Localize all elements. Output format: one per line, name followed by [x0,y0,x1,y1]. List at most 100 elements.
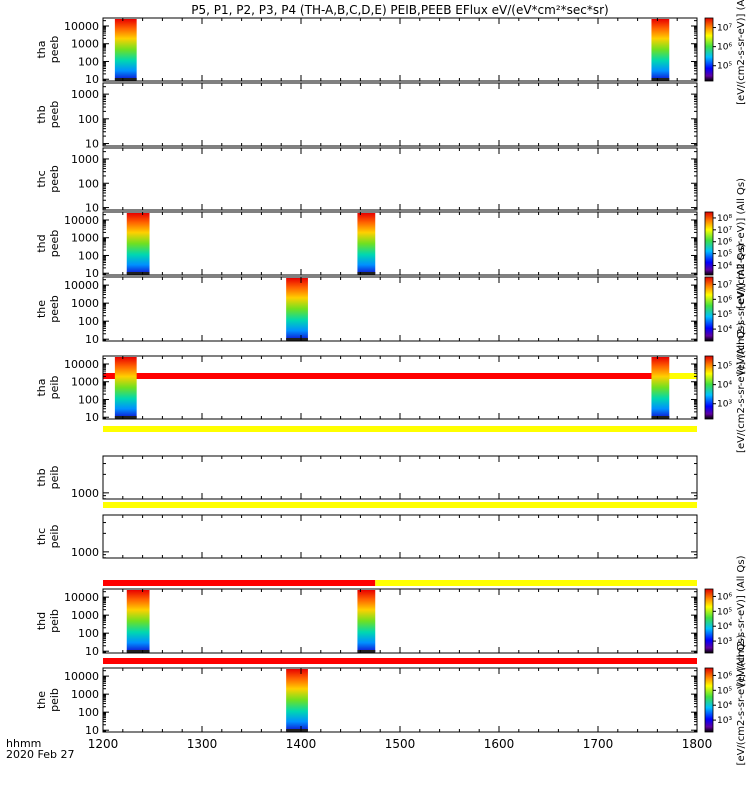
y-axis-label-instrument: peib [48,688,61,712]
spectrogram-block [357,213,376,274]
y-tick-label: 100 [78,706,99,719]
y-tick-label: 1000 [71,232,99,245]
panel-thc-peib: 1000 thc peib [35,514,698,559]
y-axis-label-probe: thc [35,170,48,187]
x-tick-label: 1800 [682,737,713,751]
panel-frame [102,82,698,147]
colorbar-tick-label: 10⁴ [717,325,732,335]
spectrogram-block [114,357,137,418]
y-axis-label-instrument: peib [48,376,61,400]
spectrogram-block [357,590,376,652]
chart-title: P5, P1, P2, P3, P4 (TH-A,B,C,D,E) PEIB,P… [191,3,608,17]
y-tick-label: 10000 [64,358,99,371]
y-axis-label-instrument: peeb [48,295,61,323]
y-tick-label: 10 [85,645,99,658]
colorbar [704,588,714,654]
colorbar-tick-label: 10⁶ [717,295,732,305]
panel-frame [102,211,698,276]
y-tick-label: 1000 [71,297,99,310]
colorbar-label: [eV/(cm2-s-sr-eV)] (All Qs) [736,243,747,374]
colorbar-tick-label: 10⁶ [717,592,732,602]
spectrogram-floor [114,416,137,419]
colorbar-tick-label: 10⁵ [717,686,732,696]
colorbar-label: [eV/(cm2-s-sr-eV)] (All Qs) [736,322,747,453]
spectrogram-block [286,278,308,340]
y-tick-label: 100 [78,315,99,328]
panel-frame [102,667,698,733]
colorbar-tick-label: 10⁵ [717,250,732,260]
y-tick-label: 10000 [64,279,99,292]
x-axis-label-hhmm: hhmm [6,737,41,750]
spectrogram-floor [357,650,376,653]
y-tick-label: 10000 [64,214,99,227]
panel-thd-peib: 10 100 1000 10000 thd peib 10³ 10⁴ 10⁵ 10⁶ [eV/(cm… [35,555,747,686]
y-axis-label-probe: tha [35,378,48,396]
status-bar-segment [103,580,376,586]
colorbar-label: [eV/(cm2-s-sr-eV)] (All Qs) [736,555,747,686]
spectrogram-block [114,19,137,80]
y-axis-label-probe: thc [35,528,48,545]
panel-the-peib: 10 100 1000 10000 the peib 10³ 10⁴ 10⁵ 10⁶ [eV/(cm… [35,634,747,765]
spectrogram-floor [114,78,137,81]
spectrogram-floor [651,416,670,419]
x-axis: 1200 1300 1400 1500 1600 1700 1800 [88,737,713,751]
colorbar-tick-label: 10⁵ [717,62,732,72]
colorbar-tick-label: 10⁶ [717,238,732,248]
x-axis-label-date: 2020 Feb 27 [6,748,74,761]
y-tick-label: 1000 [71,487,99,500]
y-tick-label: 1000 [71,609,99,622]
colorbar-tick-label: 10⁵ [717,362,732,372]
colorbar-tick-label: 10⁵ [717,607,732,617]
panel-frame [102,17,698,82]
panel-thb-peib: 1000 thb peib [35,455,698,500]
colorbar-tick-label: 10⁷ [717,226,732,236]
panel-tha-peib: 10 100 1000 10000 tha peib 10³ 10⁴ 10⁵ [eV/(cm2-s… [35,322,747,453]
colorbar-tick-label: 10⁷ [717,24,732,34]
y-tick-label: 100 [78,177,99,190]
y-axis-label-probe: thd [35,234,48,252]
y-tick-label: 10000 [64,20,99,33]
colorbar-tick-label: 10⁶ [717,671,732,681]
x-tick-label: 1500 [385,737,416,751]
y-tick-label: 1000 [71,88,99,101]
spectrogram-block [651,357,670,418]
y-axis-label-probe: thd [35,612,48,630]
y-tick-label: 10000 [64,670,99,683]
colorbar-tick-label: 10⁸ [717,214,732,224]
colorbar-tick-label: 10³ [717,637,732,647]
y-axis-label-instrument: peeb [48,101,61,129]
colorbar [704,276,714,342]
spectrogram-block [126,213,150,274]
y-tick-label: 10 [85,411,99,424]
panels-group: 10 100 1000 10000 tha peeb 10⁵ 10⁶ 10⁷ [eV/(cm2-s… [35,0,747,765]
colorbar [704,17,714,82]
y-axis-label-instrument: peeb [48,230,61,258]
status-bar-segment [103,658,697,664]
colorbar-tick-label: 10⁶ [717,43,732,53]
colorbar-tick-label: 10⁴ [717,701,732,711]
y-axis-label-instrument: peeb [48,36,61,64]
y-axis-label-probe: the [35,691,48,709]
y-axis-label-probe: thb [35,105,48,123]
colorbar-tick-label: 10⁵ [717,310,732,320]
panel-thb-peeb: 10 100 1000 thb peeb [35,82,698,151]
x-tick-label: 1300 [187,737,218,751]
y-tick-label: 10 [85,138,99,151]
panel-frame [102,355,698,420]
colorbar-label: [eV/(cm2-s-sr-eV)] (All Qs) [736,178,747,309]
colorbar [704,211,714,276]
colorbar-label: [eV/(cm2-s-sr-eV)] (All Qs) [736,634,747,765]
colorbar [704,355,714,420]
spectrogram-floor [651,78,670,81]
panel-frame [102,455,698,500]
y-tick-label: 100 [78,249,99,262]
colorbar-tick-label: 10⁴ [717,381,732,391]
x-tick-label: 1200 [88,737,119,751]
panel-frame [102,588,698,654]
y-tick-label: 1000 [71,546,99,559]
y-tick-label: 10000 [64,591,99,604]
spectrogram-block [126,590,150,652]
y-tick-label: 1000 [71,376,99,389]
